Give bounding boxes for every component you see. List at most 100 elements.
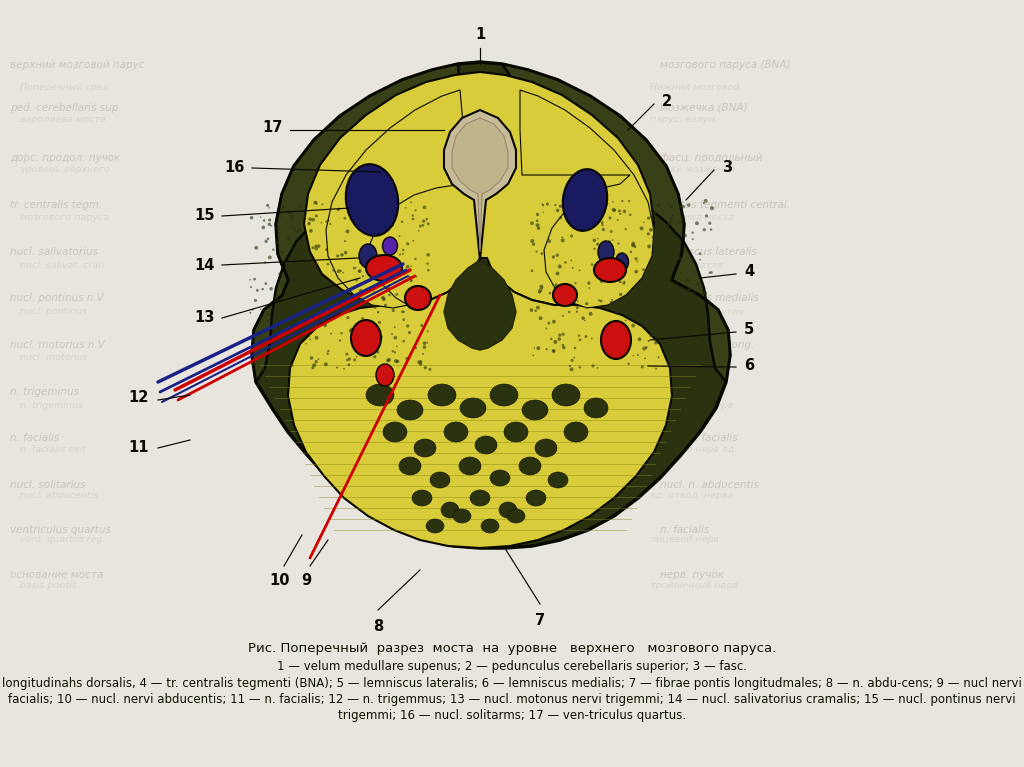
Ellipse shape bbox=[411, 265, 412, 267]
Text: fibrae pontis long.: fibrae pontis long. bbox=[660, 340, 755, 350]
Ellipse shape bbox=[608, 216, 611, 219]
Ellipse shape bbox=[261, 288, 264, 291]
Ellipse shape bbox=[628, 363, 630, 365]
Ellipse shape bbox=[376, 213, 378, 215]
Ellipse shape bbox=[671, 216, 674, 220]
Ellipse shape bbox=[548, 472, 568, 488]
Ellipse shape bbox=[381, 276, 383, 278]
Ellipse shape bbox=[356, 225, 358, 228]
Ellipse shape bbox=[679, 323, 682, 327]
Text: n. trigeminus: n. trigeminus bbox=[20, 400, 83, 410]
Ellipse shape bbox=[660, 281, 664, 285]
Ellipse shape bbox=[266, 204, 269, 207]
Text: ventriculus quartus: ventriculus quartus bbox=[10, 525, 111, 535]
Ellipse shape bbox=[285, 261, 287, 263]
Text: 4: 4 bbox=[744, 265, 754, 279]
Ellipse shape bbox=[357, 201, 359, 202]
Ellipse shape bbox=[423, 206, 426, 209]
Ellipse shape bbox=[688, 346, 691, 349]
Ellipse shape bbox=[268, 207, 270, 209]
Ellipse shape bbox=[611, 331, 615, 335]
Ellipse shape bbox=[649, 228, 653, 232]
Ellipse shape bbox=[279, 272, 281, 275]
Ellipse shape bbox=[264, 239, 267, 243]
Ellipse shape bbox=[664, 346, 666, 347]
Ellipse shape bbox=[254, 246, 258, 250]
Ellipse shape bbox=[553, 340, 557, 344]
Text: 12: 12 bbox=[129, 390, 150, 406]
Ellipse shape bbox=[552, 255, 555, 258]
Ellipse shape bbox=[293, 326, 294, 328]
Ellipse shape bbox=[597, 367, 598, 369]
Ellipse shape bbox=[603, 341, 606, 344]
Ellipse shape bbox=[383, 216, 387, 219]
Ellipse shape bbox=[585, 335, 588, 338]
Ellipse shape bbox=[326, 221, 328, 222]
Ellipse shape bbox=[264, 262, 266, 264]
Ellipse shape bbox=[373, 355, 377, 358]
Ellipse shape bbox=[257, 346, 260, 349]
Ellipse shape bbox=[391, 350, 394, 353]
Ellipse shape bbox=[616, 336, 620, 338]
Ellipse shape bbox=[470, 490, 490, 506]
Ellipse shape bbox=[419, 225, 422, 228]
Ellipse shape bbox=[558, 334, 561, 337]
Ellipse shape bbox=[594, 258, 626, 282]
Ellipse shape bbox=[579, 212, 581, 214]
Ellipse shape bbox=[579, 366, 582, 368]
Ellipse shape bbox=[330, 332, 332, 334]
Ellipse shape bbox=[630, 251, 632, 253]
Ellipse shape bbox=[301, 326, 304, 328]
Ellipse shape bbox=[340, 332, 343, 334]
Ellipse shape bbox=[412, 490, 432, 506]
Ellipse shape bbox=[535, 310, 537, 312]
Ellipse shape bbox=[632, 324, 635, 328]
Ellipse shape bbox=[481, 519, 499, 533]
Ellipse shape bbox=[577, 301, 579, 302]
Ellipse shape bbox=[302, 215, 305, 218]
Ellipse shape bbox=[559, 216, 562, 219]
Text: 10: 10 bbox=[269, 573, 290, 588]
Ellipse shape bbox=[612, 201, 613, 202]
Ellipse shape bbox=[406, 265, 410, 268]
Ellipse shape bbox=[568, 311, 570, 313]
Ellipse shape bbox=[314, 360, 317, 364]
Ellipse shape bbox=[401, 311, 404, 313]
Ellipse shape bbox=[693, 271, 695, 273]
Ellipse shape bbox=[623, 209, 627, 213]
Ellipse shape bbox=[336, 255, 339, 258]
Ellipse shape bbox=[572, 223, 574, 225]
Ellipse shape bbox=[546, 202, 549, 206]
Ellipse shape bbox=[402, 311, 404, 313]
Ellipse shape bbox=[309, 356, 313, 360]
Ellipse shape bbox=[490, 384, 518, 406]
Ellipse shape bbox=[394, 359, 398, 363]
Ellipse shape bbox=[687, 288, 691, 291]
Ellipse shape bbox=[381, 335, 383, 337]
Ellipse shape bbox=[317, 308, 319, 311]
Text: nucl. salivat. cran.: nucl. salivat. cran. bbox=[20, 261, 108, 269]
Ellipse shape bbox=[709, 222, 712, 225]
Ellipse shape bbox=[567, 203, 568, 206]
Ellipse shape bbox=[311, 218, 315, 222]
Ellipse shape bbox=[633, 355, 634, 357]
Ellipse shape bbox=[687, 296, 689, 298]
Ellipse shape bbox=[618, 209, 621, 212]
Ellipse shape bbox=[340, 253, 344, 257]
Polygon shape bbox=[252, 62, 730, 548]
Ellipse shape bbox=[399, 457, 421, 475]
Ellipse shape bbox=[393, 336, 397, 340]
Ellipse shape bbox=[687, 320, 690, 323]
Ellipse shape bbox=[416, 293, 419, 296]
Ellipse shape bbox=[312, 364, 316, 367]
Ellipse shape bbox=[299, 300, 301, 301]
Ellipse shape bbox=[615, 253, 629, 271]
Ellipse shape bbox=[601, 224, 604, 226]
Ellipse shape bbox=[650, 215, 653, 218]
Ellipse shape bbox=[422, 219, 425, 222]
Ellipse shape bbox=[669, 267, 671, 270]
Ellipse shape bbox=[709, 360, 711, 361]
Ellipse shape bbox=[350, 215, 353, 218]
Ellipse shape bbox=[293, 283, 295, 285]
Ellipse shape bbox=[618, 280, 622, 283]
